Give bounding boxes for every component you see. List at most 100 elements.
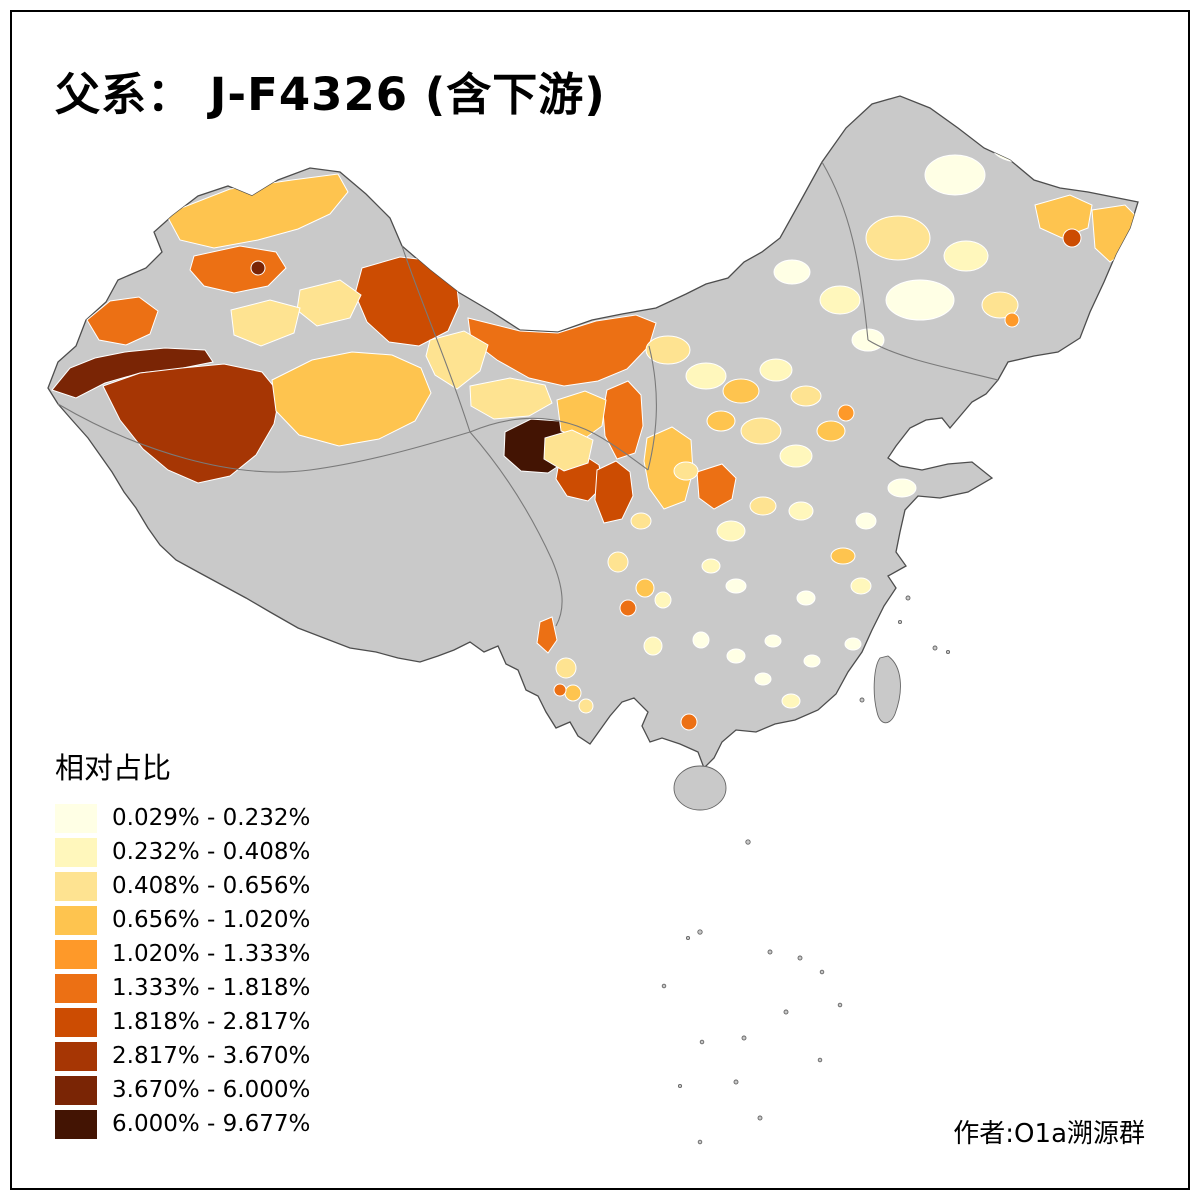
map-region: [1004, 312, 1020, 328]
map-region: [844, 637, 862, 651]
map-shape: [57, 403, 471, 473]
map-region: [645, 335, 691, 365]
map-region: [803, 654, 821, 668]
map-region: [86, 296, 159, 346]
legend-label: 1.020% - 1.333%: [112, 941, 311, 967]
legend-item: 0.408% - 0.656%: [55, 871, 310, 902]
map-region: [716, 520, 746, 542]
map-region: [773, 259, 811, 285]
map-region: [726, 648, 746, 664]
legend-label: 0.656% - 1.020%: [112, 907, 311, 933]
map-shape: [819, 969, 825, 975]
map-region: [189, 245, 287, 294]
map-region: [673, 461, 699, 481]
map-region: [754, 672, 772, 686]
map-region: [543, 429, 594, 472]
map-region: [796, 590, 816, 606]
map-region: [556, 390, 607, 440]
map-shape: [932, 645, 938, 651]
map-shape: [745, 839, 751, 845]
map-region: [630, 512, 652, 530]
map-region: [102, 363, 281, 484]
map-shape: [401, 245, 471, 433]
map-region: [781, 693, 801, 709]
legend-label: 0.408% - 0.656%: [112, 873, 311, 899]
map-region: [51, 347, 214, 399]
map-region: [924, 154, 986, 196]
legend-swatch: [55, 1110, 97, 1139]
province-borders: [57, 161, 999, 627]
map-shape: [677, 1083, 683, 1089]
island-hainan: [673, 765, 727, 811]
legend-swatch: [55, 906, 97, 935]
legend-item: 3.670% - 6.000%: [55, 1075, 310, 1106]
map-shape: [469, 417, 649, 471]
legend-label: 6.000% - 9.677%: [112, 1111, 311, 1137]
legend-item: 1.818% - 2.817%: [55, 1007, 310, 1038]
legend-label: 1.818% - 2.817%: [112, 1009, 311, 1035]
map-shape: [837, 1002, 843, 1008]
legend-label: 3.670% - 6.000%: [112, 1077, 311, 1103]
map-region: [722, 378, 760, 404]
map-regions: [51, 129, 1138, 731]
map-region: [271, 351, 432, 447]
map-region: [706, 410, 736, 432]
map-shape: [469, 431, 563, 627]
map-region: [740, 417, 782, 445]
map-shape: [783, 1009, 789, 1015]
map-shape: [733, 1079, 739, 1085]
legend-item: 0.656% - 1.020%: [55, 905, 310, 936]
map-region: [837, 404, 855, 422]
map-region: [619, 599, 637, 617]
map-shape: [697, 1139, 703, 1145]
legend-swatch: [55, 940, 97, 969]
legend: 相对占比 0.029% - 0.232% 0.232% - 0.408% 0.408…: [55, 745, 310, 1143]
map-shape: [859, 697, 865, 703]
map-region: [643, 636, 663, 656]
author-credit: 作者:O1a溯源群: [953, 1119, 1145, 1149]
map-region: [553, 683, 567, 697]
map-shape: [797, 955, 803, 961]
map-shape: [647, 345, 657, 471]
legend-label: 0.232% - 0.408%: [112, 839, 311, 865]
legend-item: 1.020% - 1.333%: [55, 939, 310, 970]
map-region: [819, 285, 861, 315]
south-china-sea-islands: [661, 595, 951, 1145]
legend-items: 0.029% - 0.232% 0.232% - 0.408% 0.408% - 0…: [55, 803, 310, 1140]
map-region: [685, 362, 727, 390]
map-region: [865, 215, 931, 261]
map-region: [607, 551, 629, 573]
map-region: [887, 478, 917, 498]
map-shape: [741, 1035, 747, 1041]
map-region: [943, 240, 989, 272]
map-region: [555, 657, 577, 679]
map-region: [855, 512, 877, 530]
map-region: [885, 279, 955, 321]
map-region: [981, 291, 1019, 319]
map-shape: [661, 983, 667, 989]
island-taiwan: [873, 655, 901, 724]
legend-label: 0.029% - 0.232%: [112, 805, 311, 831]
map-region: [654, 591, 672, 609]
map-region: [816, 420, 846, 442]
legend-title: 相对占比: [55, 751, 172, 785]
map-region: [1034, 194, 1093, 239]
map-region: [759, 358, 793, 382]
legend-item: 2.817% - 3.670%: [55, 1041, 310, 1072]
map-region: [536, 616, 558, 654]
legend-swatch: [55, 804, 97, 833]
map-region: [991, 129, 1049, 163]
map-shape: [945, 649, 951, 655]
map-region: [602, 380, 644, 460]
legend-item: 1.333% - 1.818%: [55, 973, 310, 1004]
legend-swatch: [55, 838, 97, 867]
page-title: 父系： J-F4326 (含下游): [55, 68, 606, 121]
map-shape: [817, 1057, 823, 1063]
map-region: [850, 577, 872, 595]
legend-swatch: [55, 974, 97, 1003]
map-region: [830, 547, 856, 565]
map-region: [701, 558, 721, 574]
map-region: [749, 496, 777, 516]
